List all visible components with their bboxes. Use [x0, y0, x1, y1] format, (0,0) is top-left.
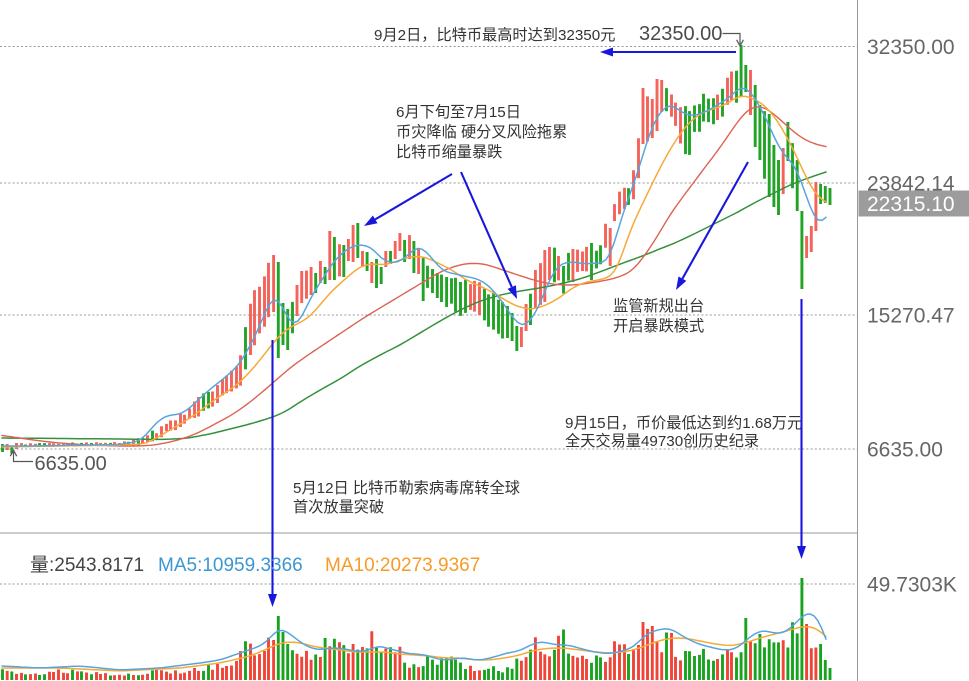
svg-text:MA10:20273.9367: MA10:20273.9367 — [325, 555, 480, 576]
svg-text:比特币缩量暴跌: 比特币缩量暴跌 — [396, 144, 502, 161]
svg-text:9月15日，币价最低达到约1.68万元: 9月15日，币价最低达到约1.68万元 — [565, 415, 802, 432]
svg-text:6月下旬至7月15日: 6月下旬至7月15日 — [396, 104, 521, 121]
svg-text:开启暴跌模式: 开启暴跌模式 — [613, 318, 704, 335]
svg-text:MA5:10959.3366: MA5:10959.3366 — [158, 555, 303, 576]
svg-text:监管新规出台: 监管新规出台 — [613, 298, 704, 315]
svg-text:49.7303K: 49.7303K — [867, 574, 957, 597]
svg-text:全天交易量49730创历史纪录: 全天交易量49730创历史纪录 — [565, 432, 759, 450]
svg-text:币灾降临 硬分叉风险拖累: 币灾降临 硬分叉风险拖累 — [396, 124, 567, 141]
svg-text:量:2543.8171: 量:2543.8171 — [30, 555, 144, 576]
svg-text:22315.10: 22315.10 — [867, 193, 955, 216]
svg-text:15270.47: 15270.47 — [867, 305, 955, 328]
svg-text:6635.00: 6635.00 — [867, 439, 943, 462]
svg-text:5月12日 比特币勒索病毒席转全球: 5月12日 比特币勒索病毒席转全球 — [293, 479, 520, 497]
svg-text:6635.00: 6635.00 — [35, 453, 107, 475]
svg-text:9月2日，比特币最高时达到32350元: 9月2日，比特币最高时达到32350元 — [374, 27, 615, 44]
svg-text:23842.14: 23842.14 — [867, 173, 955, 196]
svg-text:32350.00: 32350.00 — [639, 23, 722, 45]
svg-text:32350.00: 32350.00 — [867, 36, 955, 59]
svg-text:首次放量突破: 首次放量突破 — [293, 499, 384, 516]
